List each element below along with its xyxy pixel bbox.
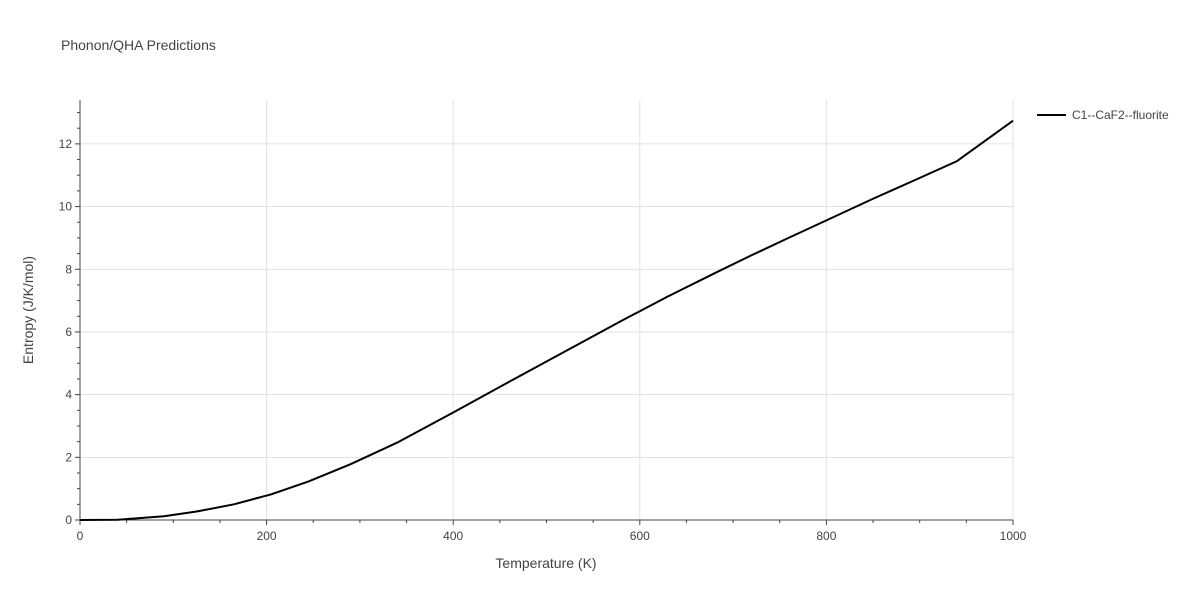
x-tick-label: 400 [443, 529, 463, 543]
series-layer [79, 119, 1014, 521]
x-axis-title: Temperature (K) [495, 555, 596, 571]
ticks: 0 200 400 600 800 1000 0 2 4 6 8 10 12 [59, 112, 1027, 543]
chart-title: Phonon/QHA Predictions [61, 37, 216, 53]
legend[interactable]: C1--CaF2--fluorite [1037, 108, 1169, 122]
x-tick-label: 0 [77, 529, 84, 543]
y-tick-label: 0 [65, 513, 72, 527]
x-tick-label: 600 [630, 529, 650, 543]
x-tick-label: 800 [816, 529, 836, 543]
y-tick-label: 10 [59, 200, 73, 214]
y-tick-label: 12 [59, 137, 73, 151]
y-axis-title: Entropy (J/K/mol) [20, 256, 36, 364]
x-tick-label: 200 [257, 529, 277, 543]
y-tick-label: 6 [65, 325, 72, 339]
y-tick-label: 2 [65, 450, 72, 464]
y-tick-label: 8 [65, 262, 72, 276]
x-tick-label: 1000 [1000, 529, 1027, 543]
y-tick-label: 4 [65, 388, 72, 402]
legend-label: C1--CaF2--fluorite [1072, 108, 1169, 122]
series-line [79, 119, 1014, 521]
grid [80, 100, 1014, 520]
